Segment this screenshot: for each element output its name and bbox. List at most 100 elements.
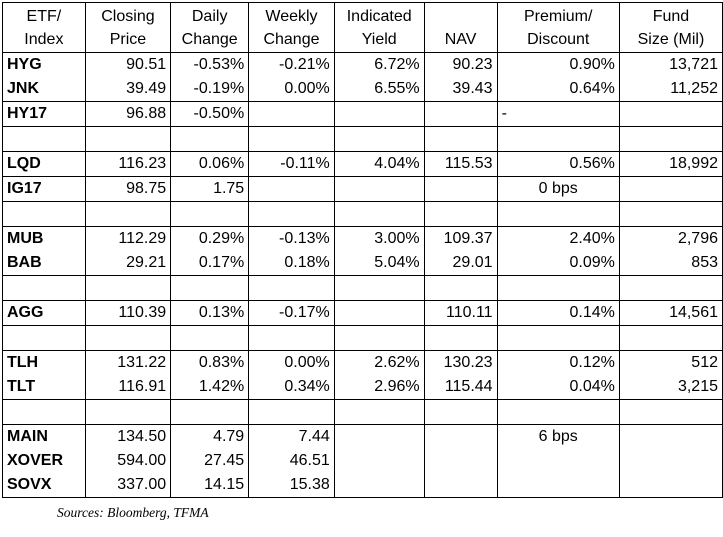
cell-closing-price: 29.21 [84,251,172,276]
cell-premium-discount: 0.56% [496,151,620,177]
spacer-cell [170,325,250,351]
spacer-row [2,201,723,227]
header-line-2: Size (Mil) [637,31,705,48]
cell-premium-discount: 6 bps [496,424,620,449]
cell-daily-change: 27.45 [170,449,250,473]
header-line-2: Index [24,31,64,48]
cell-weekly-change: -0.11% [248,151,335,177]
spacer-cell [496,399,620,425]
cell-weekly-change: -0.17% [248,300,335,326]
cell-fund-size: 2,796 [618,226,723,251]
cell-weekly-change: 46.51 [248,449,335,473]
cell-nav: 90.23 [423,52,498,77]
cell-premium-discount: 0.14% [496,300,620,326]
cell-indicated-yield: 2.62% [333,350,425,375]
spacer-cell [2,126,86,152]
cell-daily-change: 1.75 [170,176,250,202]
cell-daily-change: 0.17% [170,251,250,276]
spacer-cell [248,275,335,301]
col-header-premium-discount: Premium/ Discount [496,2,620,53]
cell-nav [423,176,498,202]
cell-premium-discount: 0.04% [496,375,620,400]
table-row: LQD 116.23 0.06% -0.11% 4.04% 115.53 0.56% 18,9… [2,151,723,177]
spacer-cell [423,399,498,425]
spacer-cell [2,399,86,425]
cell-indicated-yield [333,101,425,127]
spacer-cell [248,201,335,227]
cell-weekly-change: 0.34% [248,375,335,400]
spacer-cell [170,399,250,425]
cell-premium-discount: 0.09% [496,251,620,276]
spacer-cell [170,126,250,152]
header-line-2: Price [109,31,147,48]
spacer-cell [84,399,172,425]
cell-nav: 130.23 [423,350,498,375]
spacer-cell [248,325,335,351]
header-line-2: Yield [361,31,397,48]
cell-nav [423,449,498,473]
cell-premium-discount: 0.64% [496,77,620,102]
cell-nav [423,101,498,127]
cell-daily-change: 14.15 [170,473,250,498]
spacer-cell [84,275,172,301]
cell-nav [423,473,498,498]
cell-premium-discount [496,449,620,473]
header-line-1 [429,5,493,28]
header-line-2: Discount [527,31,590,48]
spacer-cell [618,399,723,425]
cell-ticker: IG17 [2,176,86,202]
cell-indicated-yield: 3.00% [333,226,425,251]
cell-nav: 39.43 [423,77,498,102]
cell-daily-change: 1.42% [170,375,250,400]
header-line-1: Fund [652,8,690,25]
spacer-cell [496,201,620,227]
cell-premium-discount: 0.90% [496,52,620,77]
table-row: AGG 110.39 0.13% -0.17% 110.11 0.14% 14,561 [2,300,723,326]
cell-premium-discount: 0 bps [496,176,620,202]
cell-closing-price: 96.88 [84,101,172,127]
cell-indicated-yield: 6.55% [333,77,425,102]
table-row: TLH 131.22 0.83% 0.00% 2.62% 130.23 0.12% 512 [2,350,723,375]
spacer-cell [2,275,86,301]
cell-fund-size: 14,561 [618,300,723,326]
spacer-row [2,126,723,152]
table-row: SOVX 337.00 14.15 15.38 [2,473,723,498]
cell-ticker: SOVX [2,473,86,498]
cell-weekly-change: 7.44 [248,424,335,449]
spacer-cell [496,325,620,351]
cell-daily-change: 0.13% [170,300,250,326]
col-header-closing-price: Closing Price [84,2,172,53]
table-row: TLT 116.91 1.42% 0.34% 2.96% 115.44 0.04% 3,215 [2,375,723,400]
cell-fund-size [618,473,723,498]
cell-weekly-change [248,101,335,127]
cell-daily-change: 4.79 [170,424,250,449]
cell-closing-price: 98.75 [84,176,172,202]
cell-ticker: TLH [2,350,86,375]
cell-weekly-change: -0.21% [248,52,335,77]
cell-indicated-yield: 4.04% [333,151,425,177]
header-line-2: Change [263,31,320,48]
cell-daily-change: -0.50% [170,101,250,127]
header-line-1: Daily [191,8,228,25]
table-body: HYG 90.51 -0.53% -0.21% 6.72% 90.23 0.90% 13,72… [2,52,723,498]
table-row: HYG 90.51 -0.53% -0.21% 6.72% 90.23 0.90% 13,72… [2,52,723,77]
header-line-2: Change [181,31,238,48]
cell-ticker: JNK [2,77,86,102]
header-line-2: NAV [444,31,477,48]
cell-ticker: MAIN [2,424,86,449]
spacer-cell [618,275,723,301]
cell-nav: 29.01 [423,251,498,276]
cell-premium-discount: 0.12% [496,350,620,375]
cell-indicated-yield: 5.04% [333,251,425,276]
spacer-cell [84,201,172,227]
table-row: XOVER 594.00 27.45 46.51 [2,449,723,473]
table-row: HY17 96.88 -0.50% - [2,101,723,127]
spacer-cell [170,275,250,301]
sources-caption: Sources: Bloomberg, TFMA [57,505,209,520]
cell-closing-price: 131.22 [84,350,172,375]
cell-fund-size: 11,252 [618,77,723,102]
cell-daily-change: 0.83% [170,350,250,375]
spacer-cell [84,325,172,351]
spacer-cell [423,126,498,152]
spacer-cell [423,275,498,301]
